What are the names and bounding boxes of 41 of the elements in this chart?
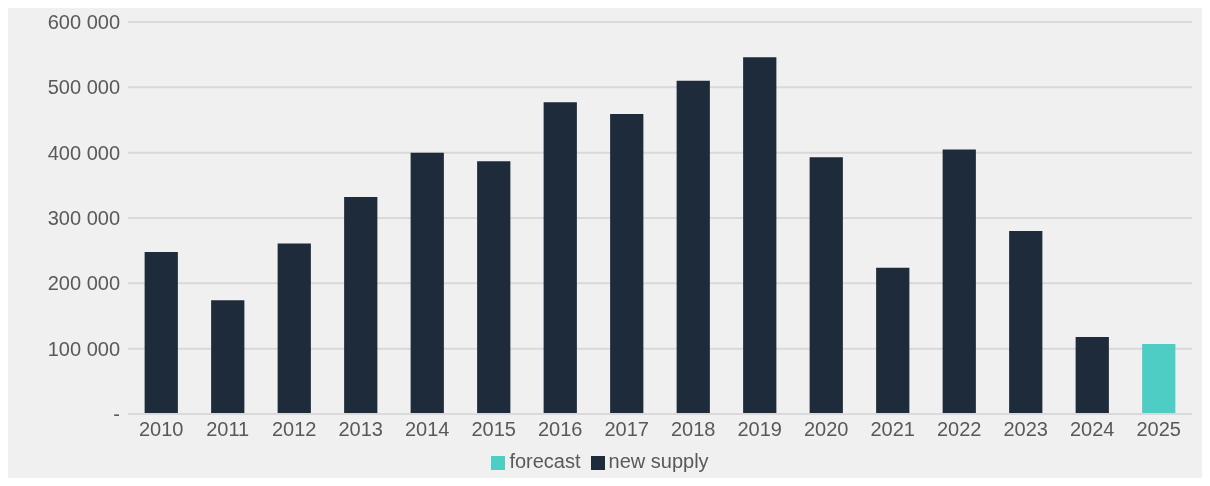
bar (876, 267, 910, 414)
y-tick-label: 500 000 (47, 76, 120, 99)
x-tick-label: 2011 (206, 418, 250, 441)
x-tick-label: 2024 (1070, 418, 1115, 441)
bar (610, 114, 644, 414)
x-tick-label: 2021 (870, 418, 915, 441)
x-tick-label: 2014 (405, 418, 450, 441)
bar (1009, 231, 1043, 414)
bar (144, 251, 178, 414)
bar (344, 197, 378, 414)
x-tick-label: 2022 (937, 418, 982, 441)
bar (942, 149, 976, 414)
bar (1142, 344, 1176, 414)
x-tick-label: 2019 (737, 418, 782, 441)
bar (277, 243, 311, 414)
bar (809, 157, 843, 414)
y-tick-label: 600 000 (47, 11, 120, 34)
bar (211, 300, 245, 414)
bar (743, 57, 777, 414)
legend-label: forecast (509, 450, 581, 472)
x-tick-label: 2016 (538, 418, 583, 441)
x-tick-label: 2013 (338, 418, 383, 441)
bar (543, 102, 577, 414)
x-tick-label: 2023 (1003, 418, 1048, 441)
x-tick-label: 2017 (604, 418, 649, 441)
x-tick-label: 2018 (671, 418, 716, 441)
bar (1075, 336, 1109, 414)
bar (676, 80, 710, 414)
y-tick-label: 300 000 (47, 207, 120, 230)
y-tick-label: - (113, 403, 120, 426)
bar (410, 152, 444, 414)
legend-label: new supply (608, 450, 709, 472)
x-tick-label: 2010 (139, 418, 184, 441)
x-tick-label: 2025 (1136, 418, 1181, 441)
x-tick-label: 2015 (471, 418, 516, 441)
bar (477, 161, 511, 414)
x-tick-label: 2012 (272, 418, 317, 441)
y-tick-label: 200 000 (47, 272, 120, 295)
x-tick-label: 2020 (804, 418, 849, 441)
y-tick-label: 400 000 (47, 141, 120, 164)
y-tick-label: 100 000 (47, 337, 120, 360)
